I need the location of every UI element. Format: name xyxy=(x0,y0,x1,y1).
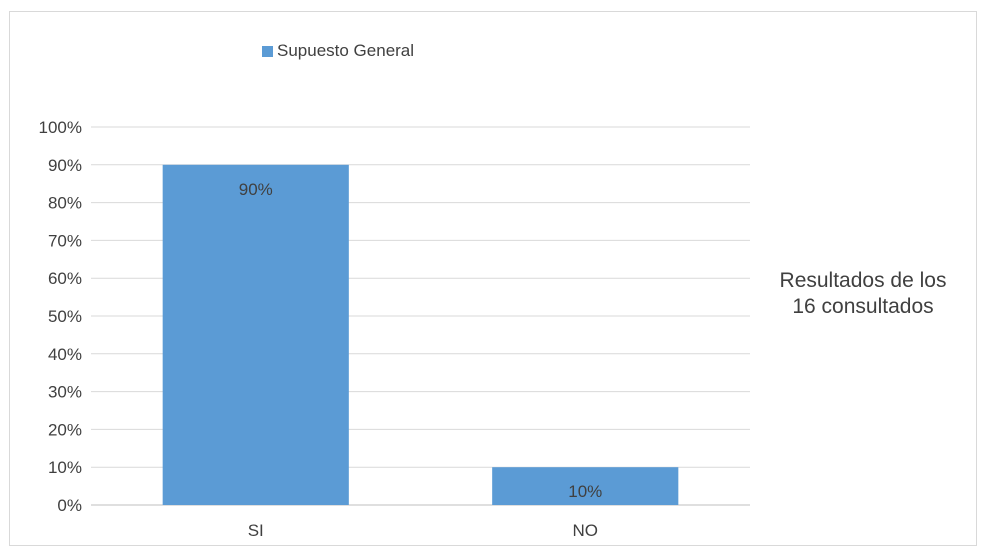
y-tick-label: 50% xyxy=(48,307,82,326)
y-tick-label: 40% xyxy=(48,345,82,364)
y-tick-label: 80% xyxy=(48,194,82,213)
y-tick-label: 30% xyxy=(48,383,82,402)
y-tick-label: 70% xyxy=(48,231,82,250)
y-tick-label: 0% xyxy=(57,496,82,515)
y-tick-label: 10% xyxy=(48,458,82,477)
x-tick-label: SI xyxy=(248,521,264,540)
y-tick-label: 60% xyxy=(48,269,82,288)
bar xyxy=(163,165,349,505)
y-tick-label: 90% xyxy=(48,156,82,175)
y-tick-label: 100% xyxy=(39,118,82,137)
data-label: 90% xyxy=(239,180,273,199)
x-tick-label: NO xyxy=(573,521,599,540)
y-tick-label: 20% xyxy=(48,420,82,439)
data-label: 10% xyxy=(568,482,602,501)
